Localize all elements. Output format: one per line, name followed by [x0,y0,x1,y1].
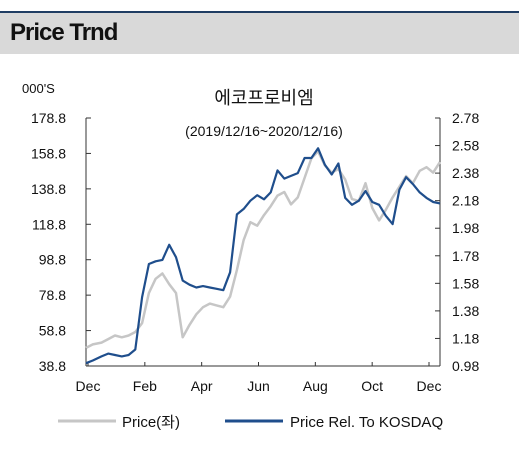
right-tick-label: 1.78 [452,248,479,264]
left-tick-label: 98.8 [39,252,66,268]
chart-subtitle: (2019/12/16~2020/12/16) [185,123,343,139]
left-axis-unit: 000'S [22,81,55,96]
right-tick-label: 1.98 [452,220,479,236]
series [85,147,442,365]
x-axis: Dec Feb Apr Jun Aug Oct Dec [76,362,442,394]
x-tick-label: Jun [247,378,270,394]
left-tick-label: 58.8 [39,323,66,339]
price-series-line [85,150,442,350]
x-tick-label: Dec [76,378,101,394]
left-tick-label: 138.8 [31,181,66,197]
left-tick-label: 78.8 [39,287,66,303]
left-tick-label: 38.8 [39,358,66,374]
right-tick-label: 2.38 [452,165,479,181]
legend: Price(좌) Price Rel. To KOSDAQ [58,414,443,431]
legend-label-price: Price(좌) [122,414,180,431]
left-axis: 178.8 158.8 138.8 118.8 98.8 78.8 58.8 38.8 [31,110,91,374]
section-title: Price Trnd [10,19,118,46]
chart-title: 에코프로비엠 [214,88,313,108]
right-tick-label: 2.58 [452,138,479,154]
x-tick-label: Aug [303,378,328,394]
right-tick-label: 0.98 [452,358,479,374]
left-tick-label: 178.8 [31,110,66,126]
right-tick-label: 1.58 [452,275,479,291]
x-tick-label: Oct [361,378,383,394]
section-header: Price Trnd [0,13,519,54]
x-tick-label: Dec [417,378,442,394]
x-tick-label: Apr [191,378,213,394]
relative-price-series-line [85,147,441,365]
left-tick-label: 158.8 [31,145,66,161]
right-axis: 2.78 2.58 2.38 2.18 1.98 1.78 1.58 1.38 1.18 0.98 [435,110,479,374]
left-tick-label: 118.8 [32,216,66,232]
header-rule [0,11,519,13]
right-tick-label: 1.18 [452,330,479,346]
legend-label-relative: Price Rel. To KOSDAQ [290,414,443,431]
right-tick-label: 2.18 [452,193,479,209]
x-tick-label: Feb [133,378,157,394]
right-tick-label: 2.78 [452,110,479,126]
right-tick-label: 1.38 [452,303,479,319]
